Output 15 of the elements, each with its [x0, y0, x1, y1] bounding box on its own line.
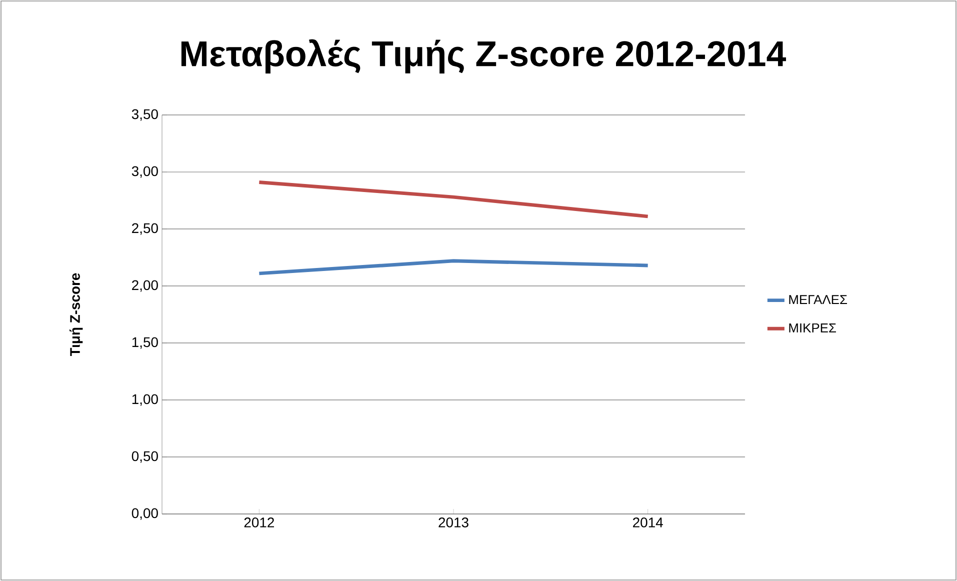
y-tick-label: 2,50	[132, 223, 158, 235]
y-tick-label: 0,00	[132, 508, 158, 520]
y-axis-title: Τιμή Z-score	[70, 273, 83, 356]
y-tick-label: 2,00	[132, 280, 158, 292]
legend-label: ΜΙΚΡΕΣ	[789, 323, 836, 332]
y-tick-label: 1,00	[132, 394, 158, 406]
y-tick-label: 1,50	[132, 337, 158, 349]
x-tick-label: 2013	[438, 517, 468, 528]
x-tick-label: 2014	[633, 517, 663, 528]
y-tick-label: 3,00	[132, 166, 158, 178]
chart-title: Μεταβολές Τιμής Z-score 2012-2014	[181, 39, 786, 74]
y-tick-label: 3,50	[132, 109, 158, 121]
y-tick-label: 0,50	[132, 451, 158, 463]
x-tick-label: 2012	[244, 517, 274, 528]
legend-label: ΜΕΓΑΛΕΣ	[789, 295, 847, 304]
